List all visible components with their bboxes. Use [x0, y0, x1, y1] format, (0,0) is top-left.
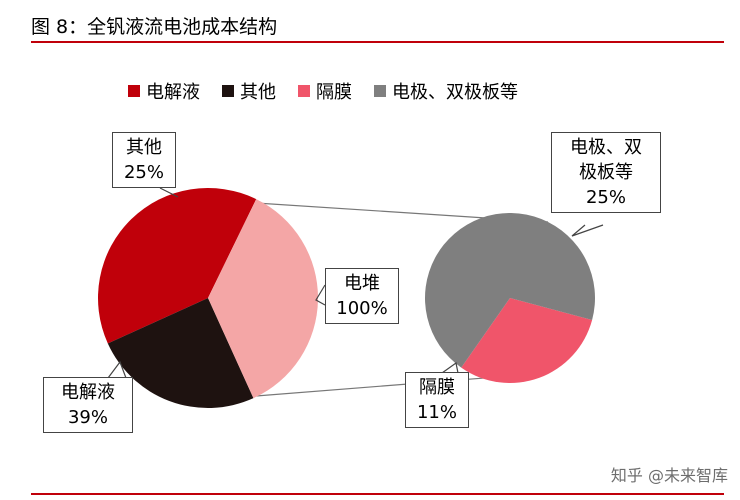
- legend-swatch: [222, 85, 234, 97]
- bottom-rule: [31, 493, 724, 495]
- legend-swatch: [128, 85, 140, 97]
- legend-label: 其他: [240, 82, 276, 103]
- pie-slice-0: [461, 298, 593, 384]
- callout-pointer-stack: [315, 284, 326, 306]
- callout-stack-text: 电堆 100%: [336, 273, 388, 319]
- callout-electrode-text: 电极、双 极板等 25%: [570, 137, 642, 208]
- callout-electrolyte: 电解液 39%: [43, 377, 133, 433]
- pie-slice-1: [107, 298, 254, 408]
- callout-pointer-electrode: [571, 224, 604, 237]
- legend-item-membrane: 隔膜: [298, 78, 352, 104]
- callout-other-text: 其他 25%: [123, 137, 164, 183]
- callout-pointer-other: [159, 187, 179, 198]
- pie-left: [98, 188, 318, 408]
- legend-swatch: [374, 85, 386, 97]
- legend-label: 电极、双极板等: [392, 82, 518, 103]
- callout-pointer-membrane: [441, 361, 459, 374]
- pie-slice-2: [208, 199, 318, 399]
- figure-title: 图 8：全钒液流电池成本结构: [31, 16, 278, 38]
- legend-label: 电解液: [146, 82, 200, 103]
- callout-electrode: 电极、双 极板等 25%: [551, 132, 661, 213]
- callout-membrane-text: 隔膜 11%: [416, 377, 457, 423]
- legend-swatch: [298, 85, 310, 97]
- legend-item-other: 其他: [222, 78, 276, 104]
- callout-pointer-electrolyte: [107, 360, 127, 379]
- pie-right: [425, 213, 595, 384]
- legend-item-electrolyte: 电解液: [128, 78, 200, 104]
- watermark: 知乎 @未来智库: [610, 466, 728, 485]
- legend-label: 隔膜: [316, 82, 352, 103]
- callout-membrane: 隔膜 11%: [405, 372, 469, 428]
- callout-electrolyte-text: 电解液 39%: [61, 382, 115, 428]
- pie-slice-1: [425, 213, 595, 368]
- legend-item-electrode: 电极、双极板等: [374, 78, 518, 104]
- callout-stack: 电堆 100%: [325, 268, 399, 324]
- pie-slice-0: [98, 188, 257, 344]
- callout-other: 其他 25%: [112, 132, 176, 188]
- title-rule: [31, 41, 724, 43]
- legend: 电解液 其他 隔膜 电极、双极板等: [128, 78, 518, 104]
